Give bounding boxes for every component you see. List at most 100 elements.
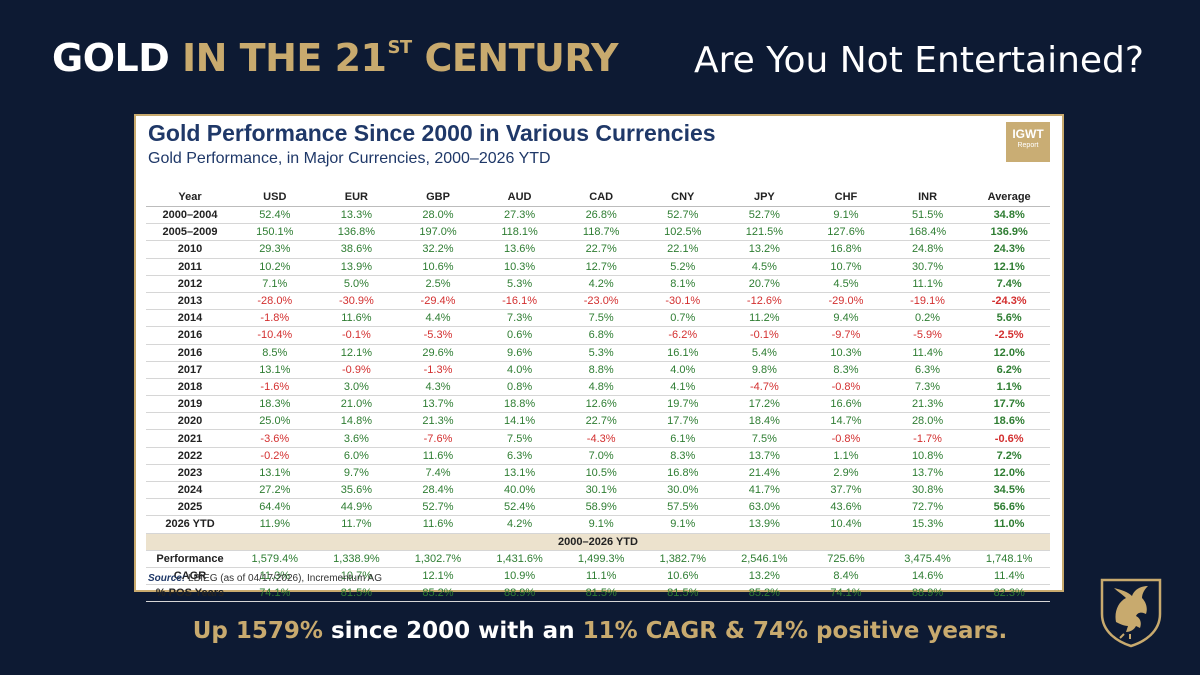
value-cell: 20.7% <box>723 275 806 293</box>
average-cell: 34.5% <box>968 481 1050 500</box>
value-cell: 4.1% <box>641 378 724 397</box>
value-cell: 14.7% <box>805 412 887 431</box>
average-cell: 5.6% <box>968 309 1050 328</box>
year-cell: 2011 <box>146 258 234 276</box>
value-cell: 7.1% <box>234 275 316 293</box>
table-row: 2016 -10.4% -0.1% -5.3% 0.6% 6.8% -6.2% -0.1% -9… <box>146 326 1050 345</box>
year-cell: 2014 <box>146 309 234 328</box>
period-divider-row: 2000–2026 YTD <box>146 533 1050 551</box>
value-cell: -23.0% <box>560 292 642 311</box>
value-cell: 17.7% <box>641 412 724 431</box>
value-cell: 15.3% <box>886 515 969 534</box>
value-cell: -3.6% <box>234 429 316 448</box>
value-cell: 13.9% <box>315 258 398 276</box>
title-in-the: IN THE 21 <box>182 36 387 80</box>
value-cell: 9.4% <box>805 309 887 328</box>
year-cell: 2023 <box>146 464 234 483</box>
value-cell: 118.7% <box>560 223 642 242</box>
value-cell: 13.2% <box>723 240 806 259</box>
summary-value: 11.1% <box>560 567 642 586</box>
value-cell: 0.8% <box>478 378 561 397</box>
column-header: CNY <box>641 188 724 207</box>
value-cell: 11.2% <box>723 309 806 328</box>
value-cell: 30.8% <box>886 481 969 500</box>
summary-value: 74.1% <box>805 584 887 603</box>
title-century-part: IN THE 21ST CENTURY <box>182 36 619 80</box>
summary-row: Performance 1,579.4% 1,338.9% 1,302.7% 1,431… <box>146 550 1050 568</box>
table-row: 2022 -0.2% 6.0% 11.6% 6.3% 7.0% 8.3% 13.7% 1.1% 1… <box>146 447 1050 465</box>
value-cell: 6.0% <box>315 447 398 465</box>
value-cell: 13.6% <box>478 240 561 259</box>
footer-highlight-1: Up 1579% <box>192 618 323 644</box>
value-cell: 5.4% <box>723 344 806 362</box>
value-cell: 10.3% <box>805 344 887 362</box>
value-cell: 9.7% <box>315 464 398 483</box>
average-cell: 136.9% <box>968 223 1050 242</box>
value-cell: 2.5% <box>397 275 479 293</box>
value-cell: 9.1% <box>641 515 724 534</box>
table-row: 2021 -3.6% 3.6% -7.6% 7.5% -4.3% 6.1% 7.5% -0.8%… <box>146 429 1050 448</box>
value-cell: 11.9% <box>234 515 316 534</box>
average-cell: -0.6% <box>968 429 1050 448</box>
summary-value: 13.2% <box>723 567 806 586</box>
value-cell: 27.2% <box>234 481 316 500</box>
summary-value: 81.5% <box>315 584 398 603</box>
summary-value: 8.4% <box>805 567 887 586</box>
value-cell: 52.7% <box>723 206 806 225</box>
table-body: 2000–2004 52.4% 13.3% 28.0% 27.3% 26.8% 52.7% 5… <box>146 206 1050 603</box>
period-label: 2000–2026 YTD <box>146 533 1050 551</box>
summary-value: 11.4% <box>968 567 1050 586</box>
value-cell: 11.6% <box>397 447 479 465</box>
value-cell: -0.1% <box>315 326 398 345</box>
value-cell: 7.5% <box>478 429 561 448</box>
column-header: AUD <box>478 188 561 207</box>
value-cell: 10.7% <box>805 258 887 276</box>
summary-value: 1,431.6% <box>478 550 561 568</box>
value-cell: 6.8% <box>560 326 642 345</box>
summary-value: 725.6% <box>805 550 887 568</box>
average-cell: 12.0% <box>968 344 1050 362</box>
value-cell: 57.5% <box>641 498 724 517</box>
value-cell: 136.8% <box>315 223 398 242</box>
value-cell: -9.7% <box>805 326 887 345</box>
average-cell: 12.0% <box>968 464 1050 483</box>
value-cell: 12.7% <box>560 258 642 276</box>
value-cell: 26.8% <box>560 206 642 225</box>
value-cell: 10.8% <box>886 447 969 465</box>
value-cell: 43.6% <box>805 498 887 517</box>
average-cell: 11.0% <box>968 515 1050 534</box>
value-cell: 44.9% <box>315 498 398 517</box>
year-cell: 2025 <box>146 498 234 517</box>
column-header: Year <box>146 188 234 207</box>
value-cell: 21.0% <box>315 395 398 414</box>
value-cell: 18.3% <box>234 395 316 414</box>
table-row: 2005–2009 150.1% 136.8% 197.0% 118.1% 118.7% 1… <box>146 223 1050 242</box>
value-cell: 52.4% <box>234 206 316 225</box>
summary-value: 1,302.7% <box>397 550 479 568</box>
value-cell: 21.3% <box>397 412 479 431</box>
value-cell: -5.3% <box>397 326 479 345</box>
summary-value: 88.9% <box>886 584 969 603</box>
value-cell: -0.8% <box>805 378 887 397</box>
summary-label: CAGR <box>146 567 234 586</box>
value-cell: 9.6% <box>478 344 561 362</box>
year-cell: 2020 <box>146 412 234 431</box>
value-cell: 10.3% <box>478 258 561 276</box>
igwt-report-logo: IGWT Report <box>1006 122 1050 162</box>
slide-tagline: Are You Not Entertained? <box>694 40 1144 81</box>
value-cell: 2.9% <box>805 464 887 483</box>
value-cell: -1.6% <box>234 378 316 397</box>
column-header: INR <box>886 188 969 207</box>
year-cell: 2010 <box>146 240 234 259</box>
average-cell: 56.6% <box>968 498 1050 517</box>
average-cell: 7.2% <box>968 447 1050 465</box>
value-cell: 4.0% <box>641 361 724 379</box>
value-cell: 41.7% <box>723 481 806 500</box>
value-cell: 13.7% <box>886 464 969 483</box>
value-cell: -0.8% <box>805 429 887 448</box>
value-cell: -4.3% <box>560 429 642 448</box>
summary-value: 1,382.7% <box>641 550 724 568</box>
value-cell: -30.1% <box>641 292 724 311</box>
value-cell: 11.1% <box>886 275 969 293</box>
average-cell: -2.5% <box>968 326 1050 345</box>
